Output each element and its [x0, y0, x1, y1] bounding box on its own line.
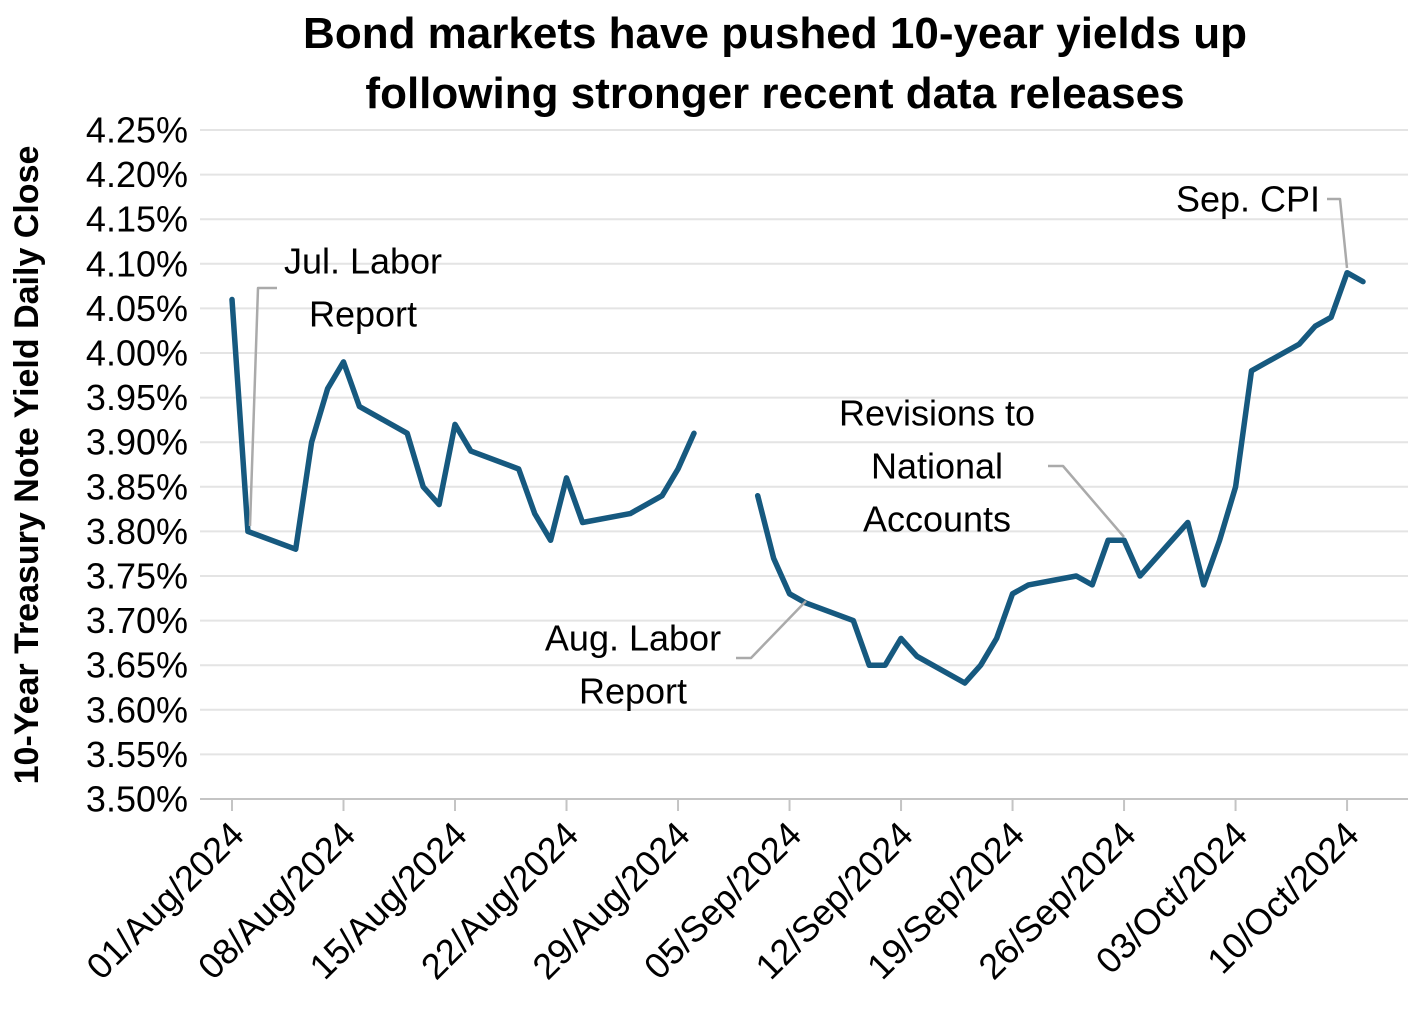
aug-labor-report-leader-line [736, 600, 807, 660]
revisions-to-national-accounts-leader-line [1048, 464, 1125, 538]
yield-line-segment [754, 269, 1366, 686]
jul-labor-report-label: Jul. Labor [284, 241, 442, 282]
y-tick-label: 3.80% [86, 511, 188, 552]
jul-labor-report-label: Report [309, 294, 417, 335]
y-tick-label: 3.50% [86, 779, 188, 820]
sep-cpi-label: Sep. CPI [1176, 179, 1320, 220]
y-tick-label: 4.10% [86, 243, 188, 284]
gridlines [200, 129, 1408, 800]
aug-labor-report-label: Aug. Labor [545, 618, 721, 659]
sep-cpi-leader-line [1327, 197, 1349, 269]
y-tick-label: 4.25% [86, 110, 188, 151]
yield-line-segment [229, 296, 697, 552]
y-tick-label: 3.70% [86, 600, 188, 641]
y-tick-label: 3.65% [86, 645, 188, 686]
y-tick-label: 4.15% [86, 199, 188, 240]
y-tick-label: 3.60% [86, 689, 188, 730]
aug-labor-report-label: Report [579, 671, 687, 712]
chart-title-line-2: following stronger recent data releases [365, 69, 1184, 118]
annotations: Jul. Labor Report Aug. Labor Report Revision… [248, 179, 1349, 712]
y-axis-tick-labels: 3.50%3.55%3.60%3.65%3.70%3.75%3.80%3.85%… [86, 110, 188, 820]
revisions-to-national-accounts-label: National [871, 446, 1003, 487]
chart-title-line-1: Bond markets have pushed 10-year yields … [303, 9, 1247, 58]
y-tick-label: 4.20% [86, 154, 188, 195]
y-axis-title: 10-Year Treasury Note Yield Daily Close [8, 146, 46, 785]
revisions-to-national-accounts-label: Accounts [863, 499, 1011, 540]
x-axis: 01/Aug/202408/Aug/202415/Aug/202422/Aug/… [78, 798, 1408, 987]
y-tick-label: 4.00% [86, 333, 188, 374]
y-tick-label: 4.05% [86, 288, 188, 329]
y-tick-label: 3.75% [86, 556, 188, 597]
y-tick-label: 3.95% [86, 377, 188, 418]
jul-labor-report-leader-line [248, 286, 277, 527]
y-tick-label: 3.55% [86, 734, 188, 775]
revisions-to-national-accounts-label: Revisions to [839, 393, 1035, 434]
y-tick-label: 3.90% [86, 422, 188, 463]
y-tick-label: 3.85% [86, 466, 188, 507]
yield-line-series [229, 269, 1366, 686]
